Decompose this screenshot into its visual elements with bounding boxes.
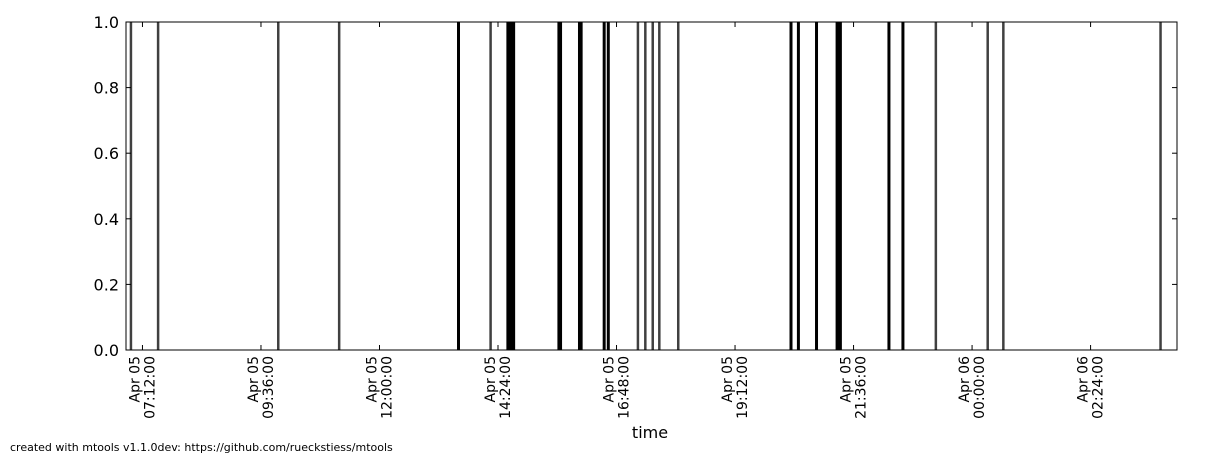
x-tick-label: Apr 0514:24:00 bbox=[483, 356, 514, 419]
footer-credit: created with mtools v1.1.0dev: https://g… bbox=[10, 441, 393, 454]
y-tick-label: 0.2 bbox=[94, 275, 119, 294]
y-tick-label: 0.0 bbox=[94, 341, 119, 360]
x-axis: Apr 0507:12:00 Apr 0509:36:00 Apr 0512:00:… bbox=[127, 22, 1107, 419]
x-tick-label: Apr 0519:12:00 bbox=[720, 356, 751, 419]
x-axis-label: time bbox=[632, 423, 668, 442]
x-tick-label: Apr 0602:24:00 bbox=[1076, 356, 1107, 419]
event-lines bbox=[129, 22, 1162, 350]
y-tick-label: 1.0 bbox=[94, 13, 119, 32]
x-tick-label: Apr 0521:36:00 bbox=[839, 356, 870, 419]
y-tick-label: 0.6 bbox=[94, 144, 119, 163]
x-tick-label: Apr 0507:12:00 bbox=[127, 356, 158, 419]
x-tick-label: Apr 0509:36:00 bbox=[246, 356, 277, 419]
y-tick-label: 0.4 bbox=[94, 210, 119, 229]
x-tick-label: Apr 0512:00:00 bbox=[364, 356, 395, 419]
x-tick-label: Apr 0516:48:00 bbox=[602, 356, 633, 419]
plot-frame bbox=[125, 21, 1178, 351]
y-axis: 0.0 0.2 0.4 0.6 0.8 1.0 bbox=[94, 13, 1177, 360]
y-tick-label: 0.8 bbox=[94, 79, 119, 98]
x-tick-label: Apr 0600:00:00 bbox=[957, 356, 988, 419]
